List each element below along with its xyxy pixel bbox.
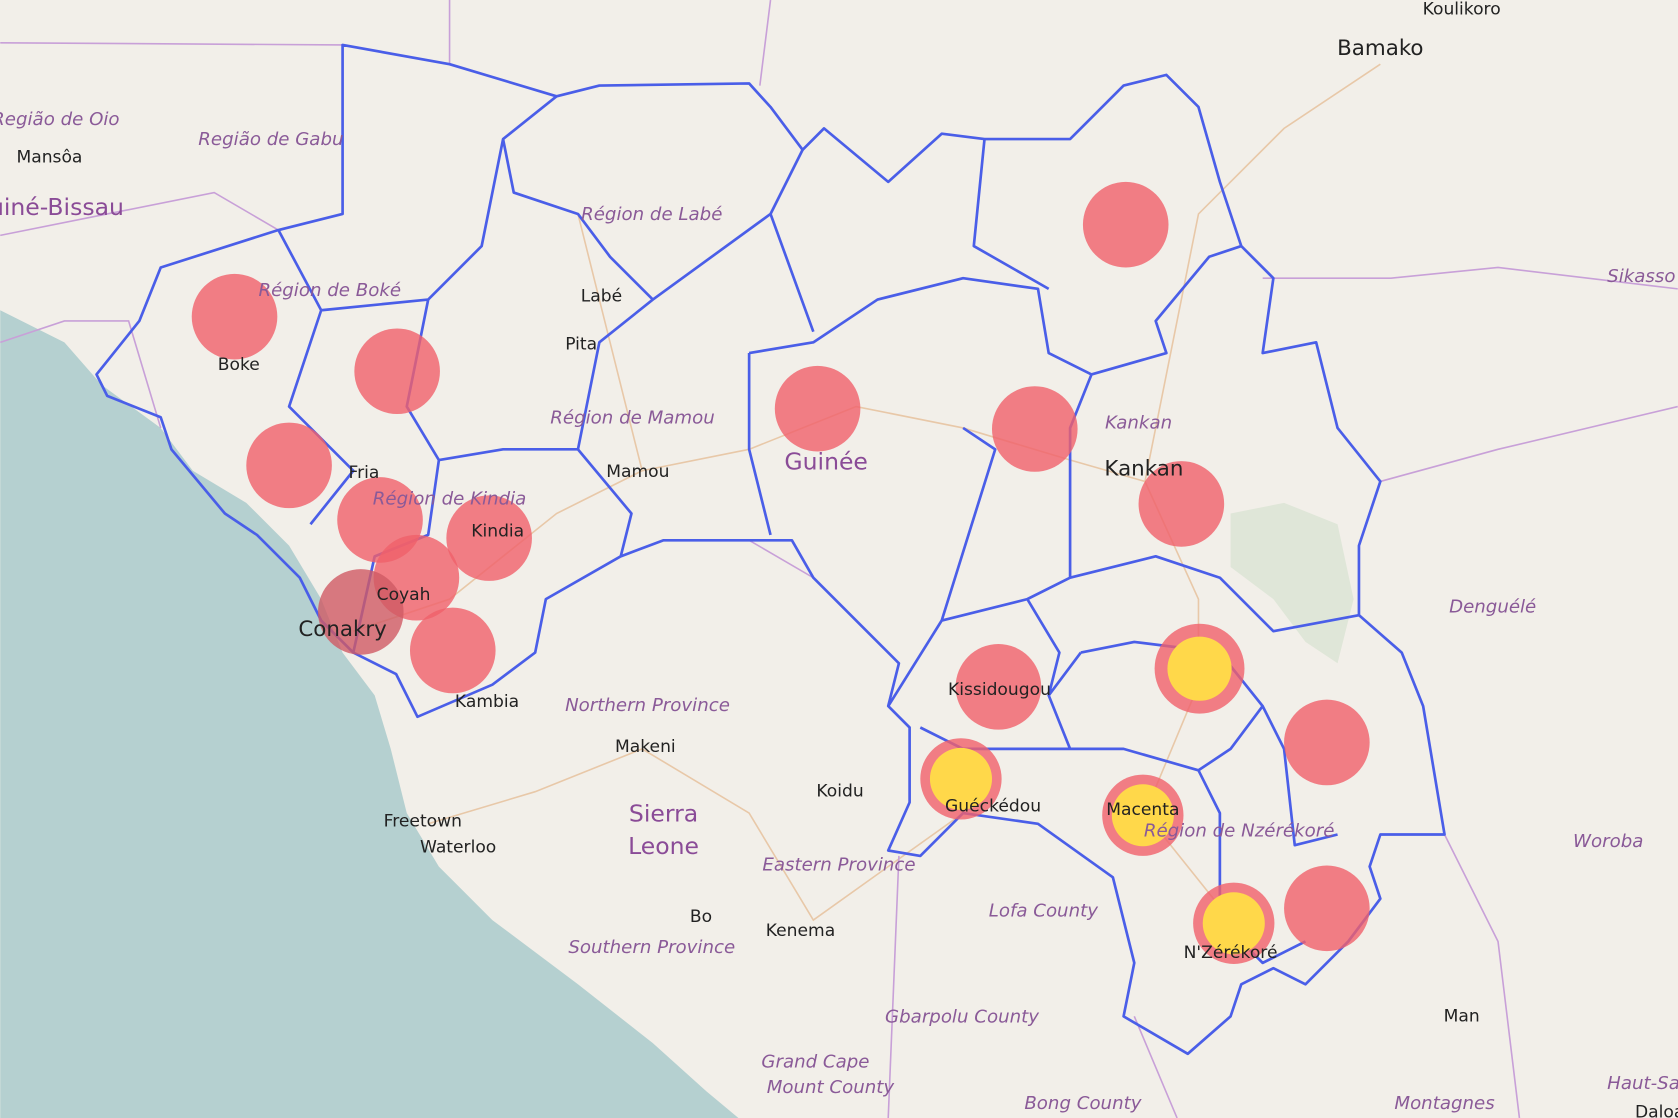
region-label: Haut-Sassandra [1607,1073,1678,1094]
place-label: Koidu [816,782,863,802]
place-label: Kindia [471,522,524,542]
place-label: Mamou [606,462,669,482]
place-label: Kankan [1104,457,1183,482]
place-label: Coyah [377,585,431,605]
region-label: Région de Nzérékoré [1144,820,1335,841]
region-label: Woroba [1573,831,1643,852]
marker[interactable] [191,273,278,360]
marker-core [1111,784,1174,847]
place-label: Bo [690,907,712,927]
place-label: Boke [218,355,260,375]
region-label: Denguélé [1449,597,1536,618]
place-label: Daloa [1635,1103,1678,1118]
marker[interactable] [1284,699,1370,786]
place-label: Makeni [615,737,676,757]
place-label: Man [1444,1006,1480,1026]
marker[interactable] [955,644,1042,730]
region-label: Région de Labé [581,204,722,225]
marker[interactable] [354,328,440,415]
place-label: Guéckédou [945,797,1041,817]
place-label: Pita [565,334,597,354]
region-label: Région de Kindia [373,489,527,510]
marker[interactable] [409,607,496,694]
place-label: Mansôa [16,147,82,167]
place-label: Labé [581,286,622,306]
region-label: Bong County [1024,1093,1141,1114]
country-label: Guiné-Bissau [0,193,124,221]
markers [191,181,1370,964]
region-label: Grand Cape [761,1051,869,1072]
marker[interactable] [991,386,1078,472]
region-label: Lofa County [989,901,1099,922]
place-label: Koulikoro [1423,0,1501,20]
place-label: Kissidougou [948,680,1051,700]
place-label: Freetown [384,812,462,832]
sea [0,310,739,1118]
region-label: Sikasso [1607,266,1675,287]
region-label: Montagnes [1394,1093,1495,1114]
region-label: Kankan [1105,413,1172,434]
marker[interactable] [774,365,861,452]
marker[interactable] [1284,865,1370,952]
place-label: Waterloo [420,837,496,857]
country-label: Sierra [629,800,698,828]
marker-core [929,747,992,810]
region-label: Região de Gabu [198,129,343,150]
place-label: Conakry [298,617,387,642]
marker[interactable] [1082,181,1169,268]
marker[interactable] [317,569,404,655]
country-label: Guinée [784,448,868,476]
region-label: Southern Province [568,937,735,958]
place-label: Fria [349,463,380,483]
region-label: Northern Province [565,695,730,716]
region-label: Eastern Province [762,855,915,876]
place-label: Macenta [1106,800,1179,820]
place-label: Bamako [1337,36,1423,61]
marker[interactable] [446,495,532,581]
marker[interactable] [1138,461,1225,547]
place-label: N'Zérékoré [1184,943,1278,963]
region-label: Região de Oio [0,109,120,130]
country-label: Leone [628,832,699,860]
region-label: Mount County [767,1077,895,1098]
region-label: Région de Mamou [550,407,714,428]
region-label: Gbarpolu County [885,1006,1039,1027]
place-label: Kenema [766,921,835,941]
marker-core [1167,636,1232,701]
place-label: Kambia [455,692,519,712]
marker-core [1202,892,1265,955]
region-label: Région de Boké [258,280,401,301]
marker[interactable] [246,422,332,509]
